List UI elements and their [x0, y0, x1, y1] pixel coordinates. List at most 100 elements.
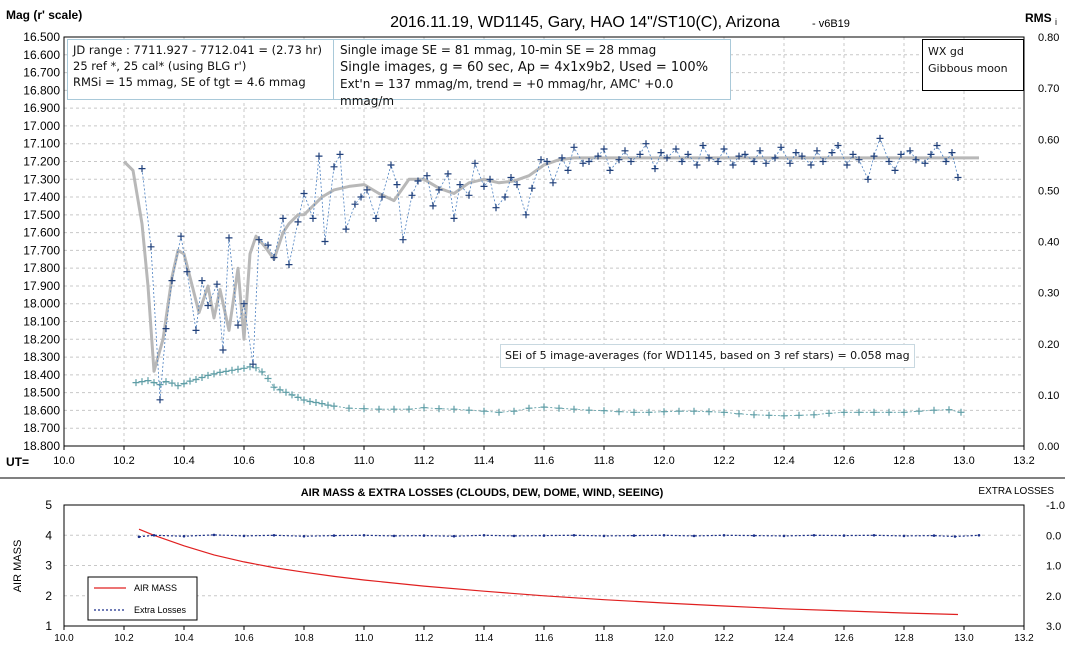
magnitude-point — [885, 158, 893, 165]
extra-losses-point — [572, 534, 576, 537]
rms-point — [735, 410, 743, 418]
y-tick-label-right: 0.60 — [1038, 134, 1059, 146]
rms-point — [264, 375, 272, 382]
y-tick-label-left: 18.800 — [23, 439, 60, 453]
sei-annotation: SEi of 5 image-averages (for WD1145, bas… — [500, 344, 915, 368]
bottom-x-tick-label: 11.4 — [475, 633, 494, 644]
rms-point — [300, 396, 308, 404]
extra-losses-point — [302, 534, 306, 538]
extra-losses-point — [482, 534, 486, 537]
magnitude-point — [828, 149, 836, 157]
extra-losses-point — [977, 534, 981, 537]
magnitude-point — [198, 277, 206, 285]
magnitude-point — [444, 170, 452, 178]
rms-point — [435, 405, 443, 413]
rms-point — [480, 407, 488, 415]
magnitude-point — [156, 396, 164, 404]
bottom-plot-frame — [63, 504, 1025, 627]
rms-point — [156, 381, 164, 389]
rms-point — [660, 408, 668, 416]
magnitude-point — [693, 161, 701, 169]
y-tick-label-left: 18.300 — [23, 350, 60, 364]
magnitude-point — [735, 152, 743, 160]
bottom-x-tick-label: 13.0 — [954, 633, 974, 644]
extra-losses-point — [902, 534, 906, 538]
magnitude-point — [249, 360, 257, 368]
rms-point — [585, 406, 593, 414]
y-tick-label-right: 0.70 — [1038, 83, 1059, 95]
magnitude-point — [678, 158, 686, 165]
rms-point — [375, 405, 383, 413]
rms-point — [216, 368, 224, 376]
bottom-y-tick-label-left: 4 — [45, 528, 52, 542]
rms-point — [180, 380, 188, 388]
magnitude-point — [798, 152, 806, 160]
bottom-x-tick-label: 11.8 — [595, 633, 614, 644]
bottom-y-tick-label-left: 2 — [45, 589, 52, 603]
magnitude-point — [948, 149, 956, 157]
magnitude-point — [255, 236, 263, 244]
magnitude-point — [456, 181, 464, 189]
rms-point — [222, 367, 230, 375]
magnitude-point — [762, 159, 770, 167]
magnitude-point — [642, 140, 650, 148]
rms-point — [765, 411, 773, 419]
y-tick-label-left: 16.700 — [23, 66, 60, 80]
rms-point — [162, 378, 170, 386]
rms-point — [525, 404, 533, 412]
x-tick-label: 10.6 — [233, 455, 254, 467]
rms-point — [945, 406, 953, 414]
extra-losses-point — [212, 533, 216, 537]
rms-point — [840, 408, 848, 416]
bottom-x-tick-label: 10.4 — [174, 633, 194, 644]
magnitude-point — [594, 152, 602, 160]
magnitude-point — [564, 166, 572, 174]
x-tick-label: 13.0 — [953, 455, 974, 467]
magnitude-point — [513, 181, 521, 189]
bottom-y-tick-label-right: 0.0 — [1046, 530, 1061, 542]
rms-point — [510, 407, 518, 415]
magnitude-point — [933, 142, 941, 149]
y-tick-label-left: 18.000 — [23, 297, 60, 311]
y-tick-label-left: 16.500 — [23, 30, 60, 44]
info-line-rmsi: RMSi = 15 mmag, SE of tgt = 4.6 mmag — [73, 75, 306, 89]
magnitude-point — [492, 204, 500, 212]
magnitude-point — [720, 145, 728, 153]
x-tick-label: 13.2 — [1013, 455, 1034, 467]
magnitude-point — [351, 200, 359, 208]
magnitude-point — [285, 261, 293, 269]
y-tick-label-left: 18.100 — [23, 315, 60, 329]
extra-losses-point — [782, 534, 786, 538]
x-tick-label: 12.0 — [653, 455, 674, 467]
rms-point — [885, 408, 893, 416]
bottom-x-tick-label: 11.6 — [535, 633, 554, 644]
x-tick-label: 10.4 — [173, 455, 194, 467]
x-tick-label: 12.6 — [833, 455, 854, 467]
rms-point — [450, 405, 458, 413]
magnitude-point — [585, 158, 593, 165]
magnitude-point — [264, 241, 272, 249]
rms-point — [192, 376, 200, 383]
magnitude-point — [435, 186, 443, 194]
y-tick-label-left: 16.800 — [23, 83, 60, 97]
y-tick-label-left: 17.000 — [23, 119, 60, 133]
bottom-plot-marks — [137, 528, 981, 616]
y-tick-label-right: 0.10 — [1038, 390, 1059, 402]
y-tick-label-left: 17.200 — [23, 154, 60, 168]
extra-losses-point — [842, 534, 846, 537]
magnitude-point — [471, 159, 479, 167]
magnitude-point — [399, 236, 407, 244]
magnitude-point — [372, 214, 380, 222]
magnitude-point — [330, 163, 338, 171]
magnitude-point — [876, 134, 884, 142]
magnitude-point — [501, 193, 509, 201]
y-tick-label-left: 17.300 — [23, 172, 60, 186]
y-tick-label-left: 18.200 — [23, 332, 60, 346]
extra-losses-point — [152, 534, 156, 537]
rms-point — [555, 404, 563, 412]
magnitude-point — [414, 177, 422, 185]
magnitude-point — [336, 150, 344, 158]
bottom-x-tick-label: 10.6 — [234, 633, 254, 644]
magnitude-point — [705, 154, 713, 162]
rms-point — [870, 408, 878, 416]
